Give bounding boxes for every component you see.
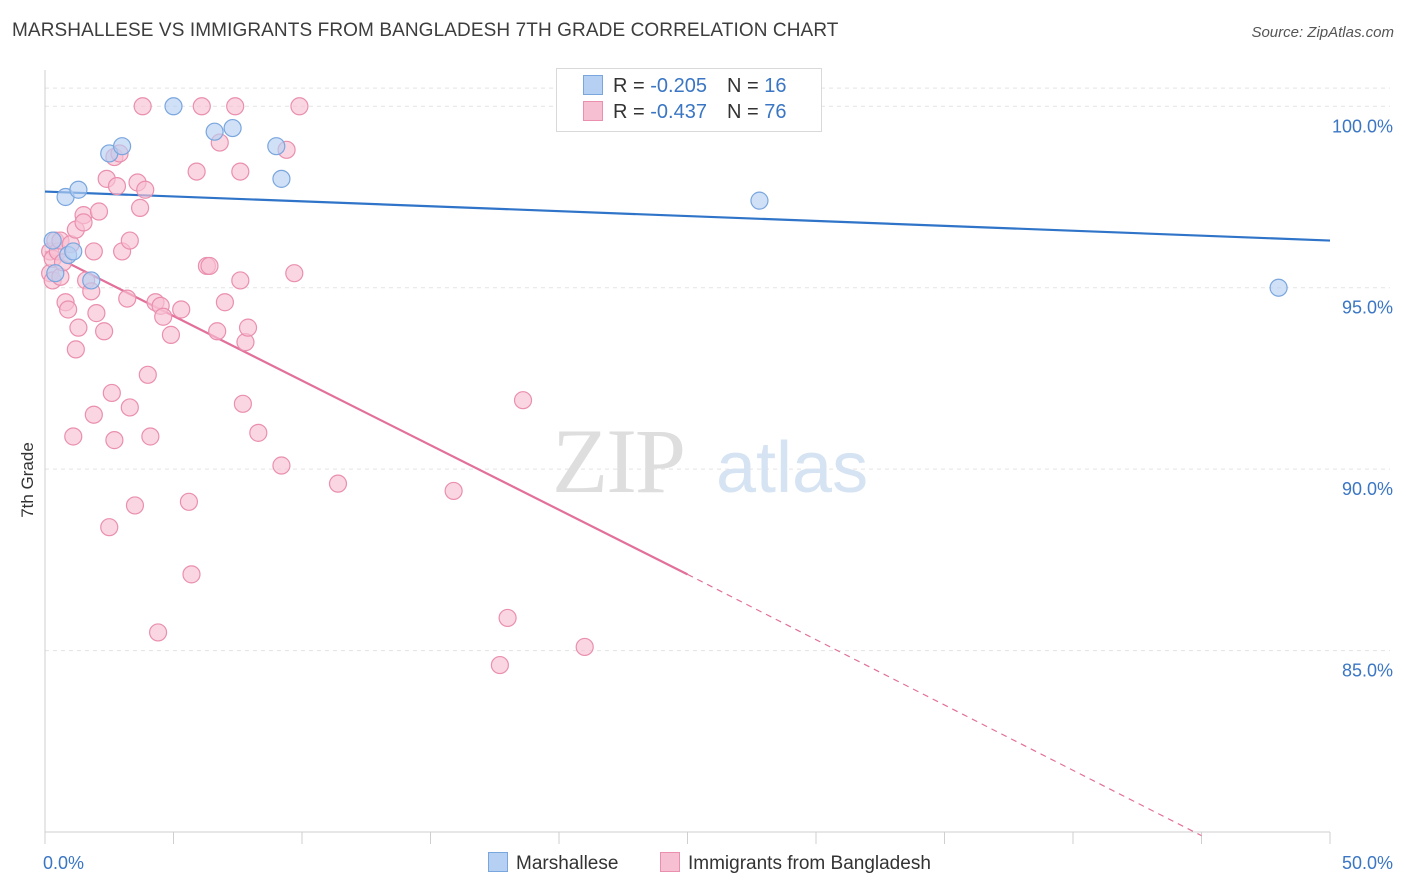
y-tick-label: 100.0% — [1332, 116, 1393, 136]
marshallese-point — [164, 97, 183, 116]
watermark-zip: ZIP — [552, 410, 684, 512]
bangladesh-point — [148, 623, 168, 642]
y-tick-label: 95.0% — [1342, 298, 1393, 318]
bangladesh-point — [107, 177, 127, 196]
blue-swatch — [488, 852, 508, 872]
bangladesh-point — [498, 608, 517, 628]
bangladesh-point — [102, 383, 121, 403]
marshallese-point — [112, 137, 132, 156]
bangladesh-point — [74, 213, 93, 232]
y-tick-label: 90.0% — [1342, 479, 1393, 499]
marshallese-point — [272, 169, 291, 188]
marshallese-trend-line — [44, 190, 1331, 242]
marshallese-point — [69, 180, 88, 199]
bangladesh-point — [215, 293, 234, 312]
bangladesh-point — [138, 365, 157, 384]
bangladesh-point — [285, 264, 304, 283]
bangladesh-point — [192, 97, 211, 116]
bangladesh-point — [105, 431, 124, 450]
watermark: ZIP atlas — [552, 410, 868, 512]
pink-swatch — [583, 101, 603, 121]
bangladesh-point — [513, 391, 533, 410]
bangladesh-point — [95, 322, 114, 341]
marshallese-point — [1269, 278, 1288, 297]
axes — [44, 70, 1331, 844]
bangladesh-trend-extension — [687, 573, 1202, 837]
bangladesh-point — [575, 637, 594, 657]
marshallese-point — [267, 137, 286, 156]
source-label: Source: ZipAtlas.com — [1251, 24, 1394, 41]
marshallese-point — [82, 271, 101, 290]
chart-title: MARSHALLESE VS IMMIGRANTS FROM BANGLADES… — [12, 20, 839, 41]
bangladesh-point — [187, 162, 206, 181]
bangladesh-point — [84, 405, 103, 424]
legend-row-bangladesh: R = -0.437 N = 76 — [583, 101, 786, 125]
bangladesh-point — [136, 180, 155, 199]
bangladesh-point — [120, 398, 139, 417]
bangladesh-point — [233, 394, 252, 413]
bangladesh-point — [272, 456, 291, 475]
watermark-atlas: atlas — [716, 428, 868, 508]
bangladesh-point — [182, 565, 201, 584]
marshallese-point — [223, 118, 242, 138]
bangladesh-point — [100, 518, 119, 537]
bangladesh-point — [130, 198, 150, 217]
bangladesh-point — [161, 325, 181, 344]
bangladesh-point — [118, 289, 137, 308]
bangladesh-point — [133, 97, 152, 116]
bangladesh-point — [238, 318, 258, 337]
bangladesh-point — [154, 307, 173, 326]
r-value: -0.437 — [650, 101, 707, 123]
pink-swatch — [660, 852, 680, 872]
bangladesh-point — [208, 322, 227, 341]
bangladesh-point — [172, 300, 191, 319]
bangladesh-point — [64, 427, 83, 446]
bangladesh-point — [120, 231, 139, 250]
bangladesh-point — [231, 162, 250, 181]
bangladesh-point — [89, 202, 109, 221]
y-axis-label: 7th Grade — [18, 442, 37, 518]
legend-item-marshallese[interactable]: Marshallese — [488, 852, 618, 875]
bangladesh-point — [87, 304, 106, 323]
legend-row-marshallese: R = -0.205 N = 16 — [583, 75, 786, 99]
marshallese-point — [64, 242, 83, 261]
bangladesh-point — [84, 242, 103, 261]
bangladesh-point — [179, 492, 199, 511]
bangladesh-point — [69, 318, 88, 337]
tick-labels: 100.0% 95.0% 90.0% 85.0% 0.0% 50.0% — [43, 116, 1393, 873]
bangladesh-point — [66, 340, 85, 359]
n-value: 16 — [764, 75, 787, 97]
data-points — [41, 97, 1288, 675]
y-tick-label: 85.0% — [1342, 661, 1393, 681]
r-value: -0.205 — [650, 75, 707, 97]
x-tick-label: 0.0% — [43, 853, 84, 873]
legend-item-bangladesh[interactable]: Immigrants from Bangladesh — [660, 852, 931, 875]
marshallese-point — [750, 191, 769, 210]
bangladesh-point — [59, 300, 78, 319]
stats-legend: R = -0.205 N = 16 R = -0.437 N = 76 — [556, 68, 822, 132]
n-value: 76 — [764, 101, 787, 123]
bangladesh-point — [141, 427, 160, 446]
marshallese-point — [43, 231, 62, 250]
bangladesh-point — [200, 256, 219, 276]
bangladesh-point — [444, 481, 463, 501]
bangladesh-point — [125, 496, 145, 515]
bangladesh-point — [226, 97, 245, 116]
bangladesh-point — [249, 423, 268, 442]
bangladesh-point — [290, 97, 309, 116]
x-tick-label: 50.0% — [1342, 853, 1393, 873]
marshallese-point — [205, 122, 224, 141]
blue-swatch — [583, 75, 603, 95]
bangladesh-point — [328, 474, 348, 493]
bangladesh-point — [490, 655, 509, 675]
marshallese-point — [46, 264, 65, 283]
bangladesh-point — [231, 271, 250, 290]
